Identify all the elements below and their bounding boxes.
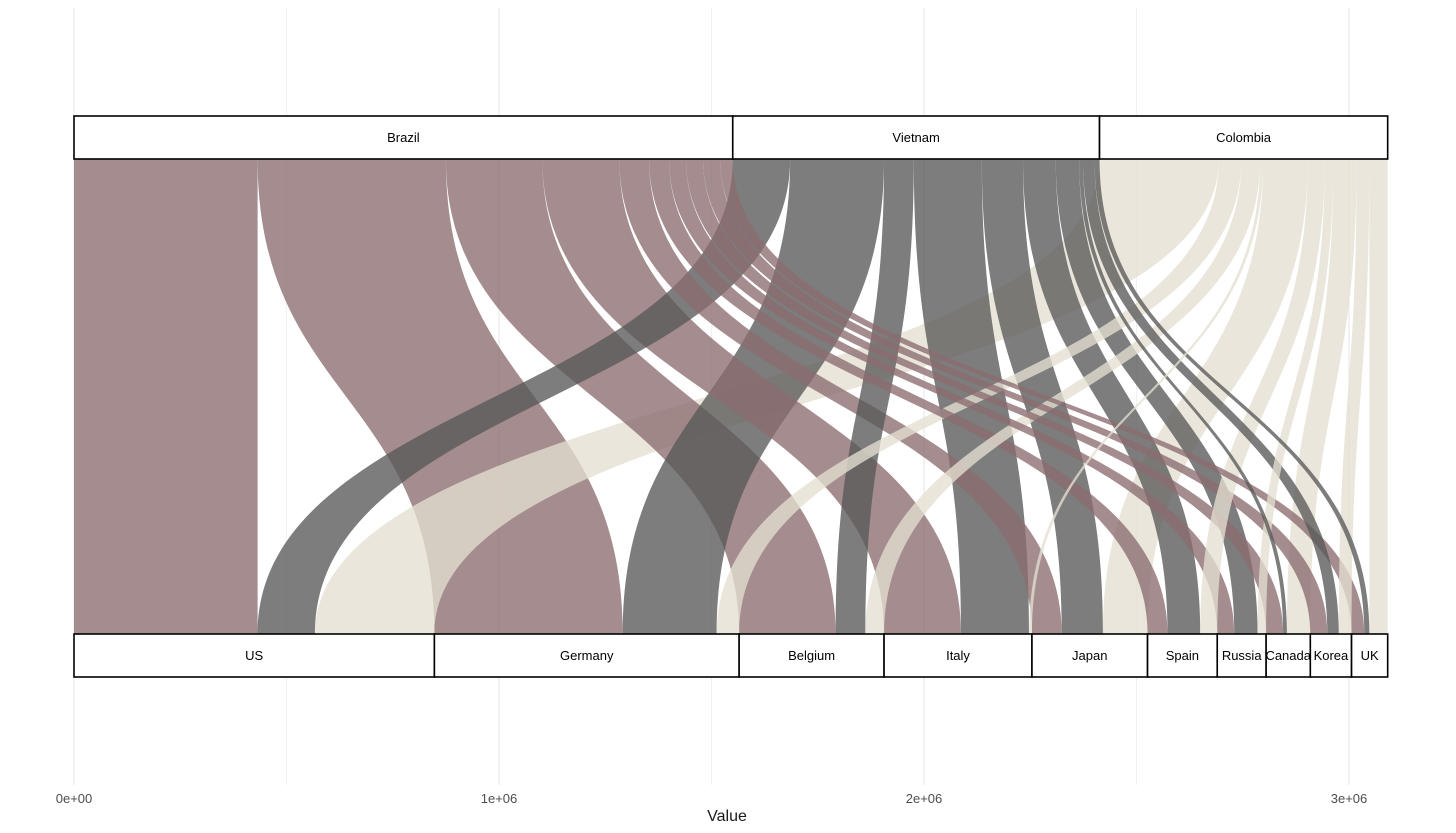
target-stratum-label-germany: Germany <box>560 648 614 663</box>
flow-vietnam-to-spain <box>1023 159 1201 634</box>
source-stratum-brazil <box>73 115 734 160</box>
flow-colombia-to-spain <box>1200 159 1325 634</box>
flow-colombia-to-uk <box>1369 159 1388 634</box>
target-stratum-label-russia: Russia <box>1222 648 1263 663</box>
target-stratum-spain <box>1146 633 1219 678</box>
target-stratum-korea <box>1309 633 1353 678</box>
target-stratum-belgium <box>738 633 885 678</box>
flow-brazil-to-uk <box>720 159 1365 634</box>
flow-brazil-to-canada <box>686 159 1284 634</box>
x-tick-label: 2e+06 <box>906 791 943 806</box>
source-stratum-colombia <box>1098 115 1389 160</box>
target-stratum-label-uk: UK <box>1361 648 1379 663</box>
source-stratum-label-brazil: Brazil <box>387 130 420 145</box>
flow-brazil-to-korea <box>703 159 1328 634</box>
target-stratum-russia <box>1216 633 1267 678</box>
x-tick-label: 3e+06 <box>1331 791 1368 806</box>
flow-vietnam-to-korea <box>1082 159 1339 634</box>
target-stratum-canada <box>1265 633 1312 678</box>
source-stratum-label-colombia: Colombia <box>1216 130 1272 145</box>
stratum-boxes: Brazil Vietnam Colombia US Germany Belgium Ita… <box>73 115 1389 678</box>
target-stratum-label-japan: Japan <box>1072 648 1107 663</box>
flow-vietnam-to-belgium <box>835 159 914 634</box>
flow-vietnam-to-us <box>257 159 791 634</box>
target-stratum-label-canada: Canada <box>1265 648 1311 663</box>
source-stratum-label-vietnam: Vietnam <box>892 130 939 145</box>
flow-vietnam-to-canada <box>1079 159 1287 634</box>
flow-colombia-to-italy <box>1028 159 1264 634</box>
target-stratum-label-belgium: Belgium <box>788 648 835 663</box>
target-stratum-us <box>73 633 436 678</box>
source-stratum-vietnam <box>731 115 1101 160</box>
flow-colombia-to-russia <box>1257 159 1334 634</box>
flow-brazil-to-germany <box>257 159 623 634</box>
x-tick-label: 0e+00 <box>56 791 93 806</box>
target-stratum-label-us: US <box>245 648 263 663</box>
flow-colombia-to-korea <box>1338 159 1370 634</box>
flow-brazil-to-us <box>74 159 258 634</box>
flow-bands <box>74 159 1388 634</box>
flow-brazil-to-russia <box>669 159 1235 634</box>
flow-colombia-to-belgium <box>865 159 1261 634</box>
target-stratum-japan <box>1031 633 1149 678</box>
x-axis-ticks: 0e+00 1e+06 2e+06 3e+06 <box>56 791 1368 806</box>
target-stratum-label-spain: Spain <box>1166 648 1199 663</box>
flow-brazil-to-spain <box>649 159 1168 634</box>
flow-vietnam-to-uk <box>1094 159 1370 634</box>
target-stratum-label-korea: Korea <box>1314 648 1349 663</box>
x-tick-label: 1e+06 <box>481 791 518 806</box>
flow-brazil-to-japan <box>619 159 1062 634</box>
x-axis-title: Value <box>707 808 747 825</box>
flow-brazil-to-belgium <box>445 159 836 634</box>
target-stratum-uk <box>1350 633 1389 678</box>
target-stratum-label-italy: Italy <box>946 648 970 663</box>
flow-vietnam-to-russia <box>1055 159 1258 634</box>
target-stratum-germany <box>433 633 740 678</box>
